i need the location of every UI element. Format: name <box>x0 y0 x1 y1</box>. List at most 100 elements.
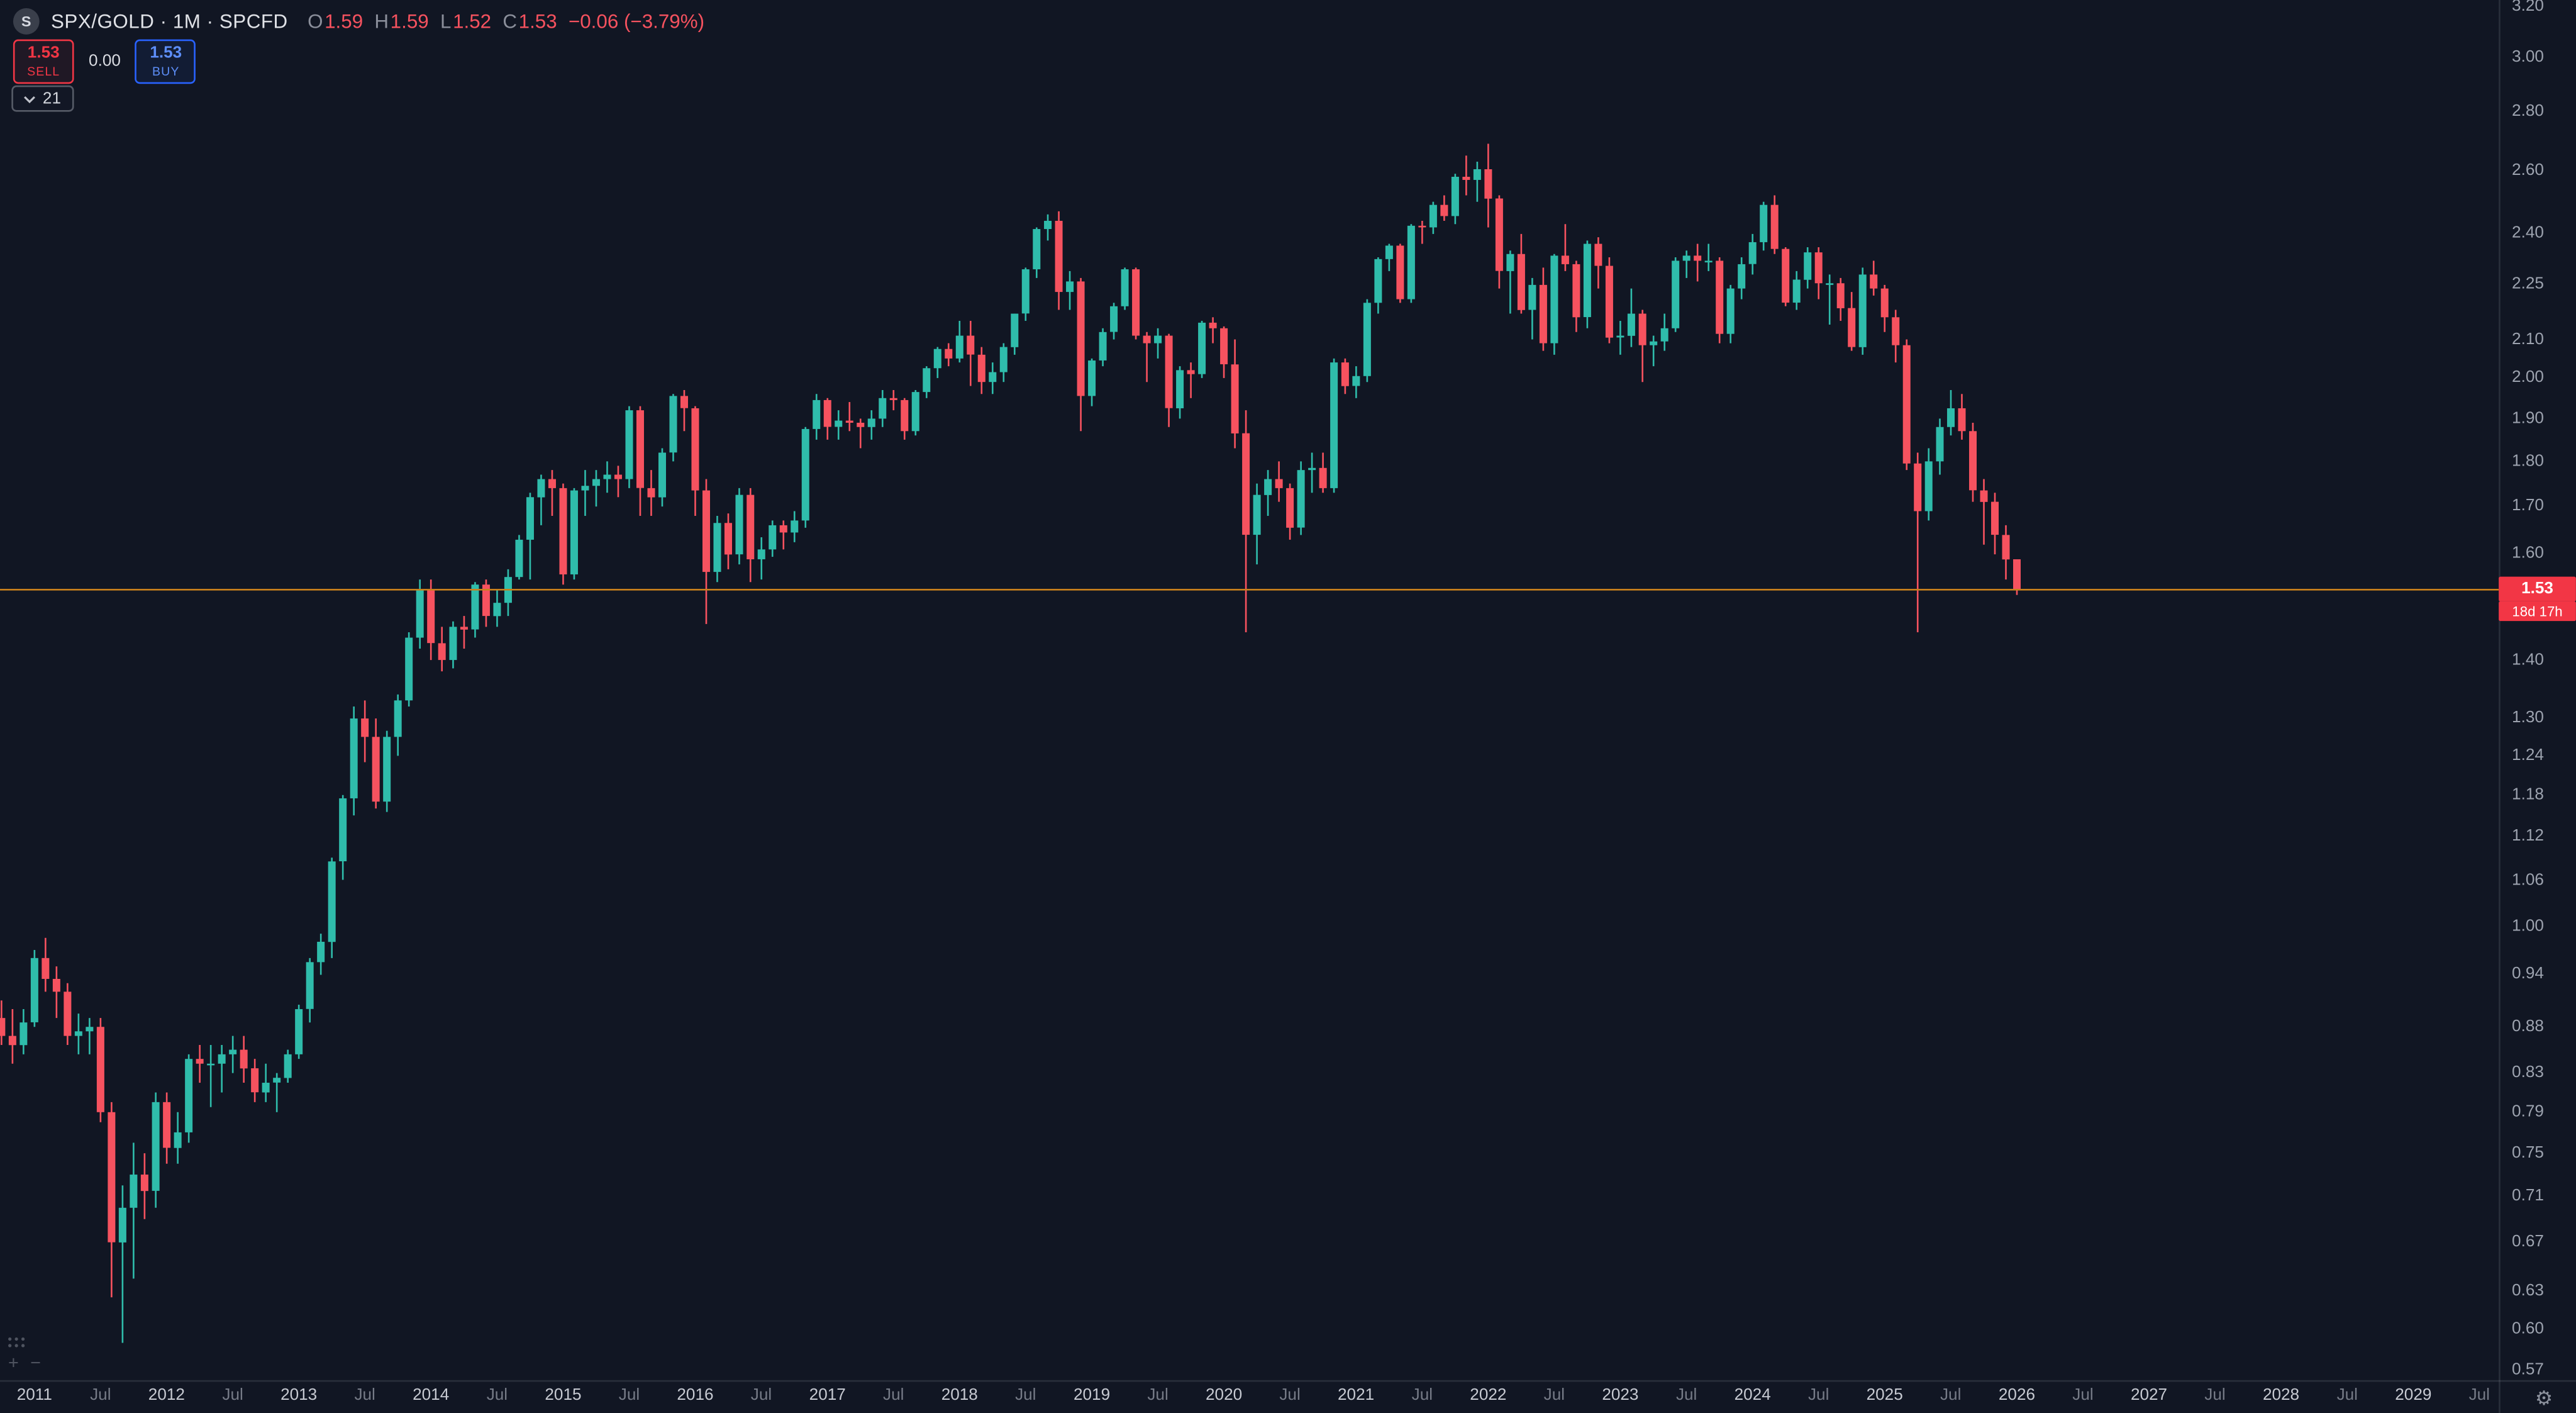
axis-settings-gear-icon[interactable]: ⚙ <box>2534 1385 2553 1409</box>
candle <box>548 470 556 517</box>
time-tick-label: 2024 <box>1734 1387 1771 1405</box>
ohlc-low-label: L <box>440 9 452 33</box>
candle <box>1572 260 1580 332</box>
candle <box>857 418 865 449</box>
candle <box>1275 461 1283 502</box>
candle <box>1088 358 1096 406</box>
time-tick-label: Jul <box>1147 1387 1169 1405</box>
candle <box>284 1049 292 1083</box>
price-tick-label: 3.20 <box>2512 0 2544 16</box>
candle <box>1660 313 1668 351</box>
candle <box>1484 143 1492 228</box>
candle <box>713 516 721 583</box>
candle <box>1958 394 1966 440</box>
candle <box>427 579 435 661</box>
price-tick-label: 0.67 <box>2512 1233 2544 1251</box>
price-tick-label: 0.63 <box>2512 1282 2544 1300</box>
candle <box>405 632 413 706</box>
candle <box>1627 288 1635 347</box>
candle <box>1396 243 1404 303</box>
candle <box>801 427 809 528</box>
candle <box>1760 201 1768 251</box>
time-tick-label: Jul <box>354 1387 375 1405</box>
candle <box>989 362 997 394</box>
drag-handle-dots-icon[interactable] <box>8 1337 26 1349</box>
candle <box>901 398 909 440</box>
time-tick-label: Jul <box>1411 1387 1433 1405</box>
buy-price: 1.53 <box>150 44 182 63</box>
price-tick-label: 1.00 <box>2512 917 2544 935</box>
zoom-out-button[interactable]: − <box>30 1353 41 1374</box>
sell-price: 1.53 <box>27 44 60 63</box>
sell-button[interactable]: 1.53 SELL <box>13 39 74 84</box>
candle <box>1495 195 1503 289</box>
candle <box>1473 161 1481 202</box>
ohlc-close-value: 1.53 <box>518 9 557 33</box>
ohlc-low: L 1.52 <box>440 10 491 33</box>
time-tick-label: Jul <box>2204 1387 2226 1405</box>
candle <box>911 389 919 436</box>
candle <box>570 488 578 580</box>
candle <box>64 983 72 1045</box>
candle <box>603 461 611 493</box>
time-tick-label: 2026 <box>1998 1387 2036 1405</box>
candle <box>1286 483 1294 540</box>
candle <box>1407 224 1415 303</box>
price-tick-label: 3.00 <box>2512 48 2544 67</box>
candle <box>669 394 677 462</box>
candle <box>1462 155 1470 196</box>
candle <box>1165 333 1173 427</box>
candle <box>1220 326 1228 378</box>
price-scale[interactable]: 3.20 3.00 2.80 2.60 2.40 2.25 2.10 2.00 1.90 1.80… <box>2499 0 2576 1413</box>
ohlc-open-value: 1.59 <box>325 9 364 33</box>
candle <box>702 479 710 624</box>
price-tick-label: 0.94 <box>2512 966 2544 984</box>
candle <box>1539 267 1547 351</box>
price-tick-label: 0.60 <box>2512 1320 2544 1339</box>
candle <box>1110 303 1118 340</box>
candle <box>240 1036 248 1083</box>
time-tick-label: Jul <box>883 1387 904 1405</box>
price-tick-label: 0.57 <box>2512 1361 2544 1380</box>
time-tick-label: Jul <box>1279 1387 1301 1405</box>
candle <box>1506 250 1514 314</box>
time-tick-label: 2011 <box>16 1387 52 1405</box>
candle <box>967 321 975 386</box>
candle <box>879 389 887 427</box>
ohlc-readout: O 1.59 H 1.59 L 1.52 C 1.53 −0.06 (−3.79… <box>308 10 704 33</box>
candle <box>1704 243 1713 271</box>
candle <box>1132 267 1140 340</box>
candle <box>19 1009 28 1054</box>
symbol-title[interactable]: SPX/GOLD · 1M · SPCFD <box>50 9 288 33</box>
candle <box>394 694 402 756</box>
candle <box>1748 233 1757 275</box>
time-tick-label: Jul <box>90 1387 111 1405</box>
candle <box>526 493 534 580</box>
ohlc-close: C 1.53 <box>502 10 557 33</box>
candle <box>1418 220 1426 244</box>
time-tick-label: Jul <box>222 1387 243 1405</box>
candle <box>460 616 468 649</box>
candle <box>1099 328 1107 367</box>
buy-button[interactable]: 1.53 BUY <box>135 39 197 84</box>
candle <box>471 582 479 638</box>
symbol-logo[interactable]: S <box>13 8 40 35</box>
candle <box>537 474 545 525</box>
indicators-collapse-chip[interactable]: 21 <box>11 85 74 112</box>
candle <box>1892 310 1900 363</box>
candle <box>1782 247 1790 306</box>
time-scale[interactable]: 2011 Jul 2012 Jul 2013 Jul 2014 Jul 2015 Jul 2016 J… <box>0 1380 2576 1413</box>
candle <box>1154 328 1162 359</box>
candle <box>735 488 743 565</box>
candle <box>438 627 446 672</box>
time-tick-label: 2018 <box>941 1387 978 1405</box>
candle <box>207 1044 215 1107</box>
candle <box>2002 525 2010 580</box>
candle <box>1836 277 1845 321</box>
price-tick-label: 2.40 <box>2512 225 2544 243</box>
zoom-in-button[interactable]: + <box>8 1353 19 1374</box>
candle <box>1880 284 1889 332</box>
candle <box>1253 483 1261 565</box>
